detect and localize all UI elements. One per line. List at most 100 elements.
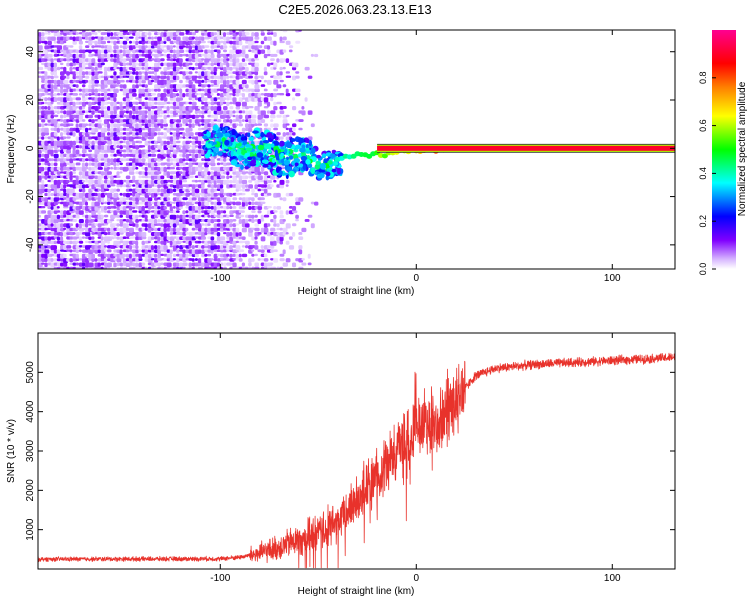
spectrogram-cell — [216, 249, 221, 252]
spectrogram-cell — [254, 262, 259, 267]
spectrogram-cell — [266, 266, 271, 269]
spectrogram-cell — [273, 93, 277, 98]
spectrogram-cell — [53, 171, 58, 175]
spectrogram-cell — [116, 249, 121, 253]
spectrogram-cell — [66, 266, 70, 269]
spectrogram-cell — [56, 36, 62, 41]
spectrogram-cell — [245, 32, 250, 36]
spectrogram-cell — [150, 45, 155, 49]
spectrogram-cell — [141, 206, 145, 211]
spectrogram-cell — [154, 223, 159, 226]
spectrogram-cell — [122, 266, 127, 269]
spectrogram-cell — [56, 171, 61, 175]
spectrogram-cell — [229, 219, 233, 223]
spectrogram-cell — [241, 97, 246, 100]
spectrogram-cell — [241, 192, 246, 196]
spectrogram-cell — [116, 84, 120, 87]
spectrogram-cell — [241, 188, 247, 192]
spectrogram-cell — [69, 266, 74, 269]
spectrogram-cell — [201, 206, 205, 210]
spectrogram-cell — [197, 136, 203, 141]
spectrogram-cell — [254, 58, 260, 61]
spectrogram-cell — [97, 30, 101, 33]
spectrogram-cell — [44, 153, 50, 159]
colorbar-tick-label: 0.6 — [698, 119, 708, 132]
spectrogram-cell — [154, 79, 158, 83]
spectrogram-cell — [235, 188, 240, 192]
spectrogram-cell — [94, 62, 99, 67]
spectrogram-cell — [191, 184, 196, 190]
spectrogram-cell — [232, 223, 237, 227]
spectrogram-cell — [69, 258, 74, 263]
spectrogram-cell — [44, 136, 48, 139]
spectrogram-cell — [116, 32, 121, 35]
spectrogram-cell — [110, 101, 114, 107]
spectrogram-cell — [241, 179, 248, 185]
spectrogram-cell — [216, 49, 221, 54]
spectrogram-cell — [264, 143, 270, 150]
spectrogram-cell — [119, 53, 124, 58]
spectrogram-cell — [216, 132, 224, 138]
spectrogram-cell — [125, 58, 130, 61]
spectrogram-cell — [245, 188, 250, 192]
spectrogram-cell — [110, 110, 114, 115]
spectrogram-cell — [191, 101, 197, 106]
spectrogram-cell — [75, 149, 80, 155]
spectrogram-cell — [91, 175, 96, 179]
spectrogram-cell — [229, 40, 233, 45]
spectrogram-cell — [94, 171, 99, 174]
spectrogram-cell — [56, 93, 61, 96]
spectrogram-cell — [110, 175, 114, 181]
spectrogram-cell — [44, 258, 48, 262]
spectrogram-cell — [103, 79, 108, 85]
spectrogram-cell — [75, 240, 80, 244]
spectrogram-cell — [81, 49, 86, 54]
spectrogram-cell — [50, 101, 54, 104]
spectrogram-cell — [85, 171, 89, 177]
spectrogram-cell — [213, 223, 218, 228]
spectrogram-cell — [204, 245, 209, 249]
spectrogram-cell — [206, 151, 211, 158]
spectrogram-cell — [241, 58, 246, 62]
spectrogram-cell — [94, 162, 98, 168]
spectrogram-cell — [44, 236, 48, 241]
spectrogram-cell — [125, 110, 129, 114]
spectrogram-cell — [78, 188, 83, 192]
spectrogram-cell — [72, 36, 76, 42]
spectrogram-cell — [72, 66, 77, 70]
spectrogram-cell — [229, 175, 233, 179]
spectrogram-cell — [279, 266, 284, 269]
spectrogram-cell — [273, 219, 277, 224]
spectrogram-cell — [125, 223, 129, 228]
spectrogram-cell — [301, 110, 306, 116]
spectrogram-cell — [201, 166, 205, 170]
spectrogram-cell — [201, 249, 205, 254]
spectrogram-cell — [166, 110, 170, 114]
spectrogram-cell — [279, 240, 283, 245]
spectrogram-cell — [132, 30, 137, 33]
spectrogram-cell — [100, 171, 105, 176]
spectrogram-cell — [63, 253, 67, 258]
spectrogram-cell — [132, 93, 137, 97]
spectrogram-cell — [94, 127, 99, 133]
spectrogram-cell — [254, 53, 258, 59]
spectrogram-cell — [160, 97, 164, 101]
spectrogram-cell — [72, 71, 76, 77]
spectrogram-cell — [197, 153, 202, 159]
spectrogram-cell — [169, 132, 173, 135]
spectrogram-cell — [166, 75, 170, 81]
spectrogram-cell — [295, 88, 301, 93]
spectrogram-cell — [219, 101, 224, 106]
spectrogram-cell — [81, 162, 85, 168]
spectrogram-cell — [241, 66, 246, 70]
spectrogram-cell — [270, 123, 274, 128]
spectrogram-cell — [72, 166, 77, 172]
spectrogram-cell — [41, 197, 46, 202]
spectrogram-cell — [157, 149, 161, 152]
spectrogram-cell — [53, 162, 58, 167]
spectrogram-cell — [223, 114, 227, 119]
spectrogram-cell — [119, 262, 124, 267]
spectrogram-cell — [141, 232, 147, 237]
spectrogram-cell — [188, 166, 192, 172]
spectrogram-cell — [197, 127, 202, 131]
